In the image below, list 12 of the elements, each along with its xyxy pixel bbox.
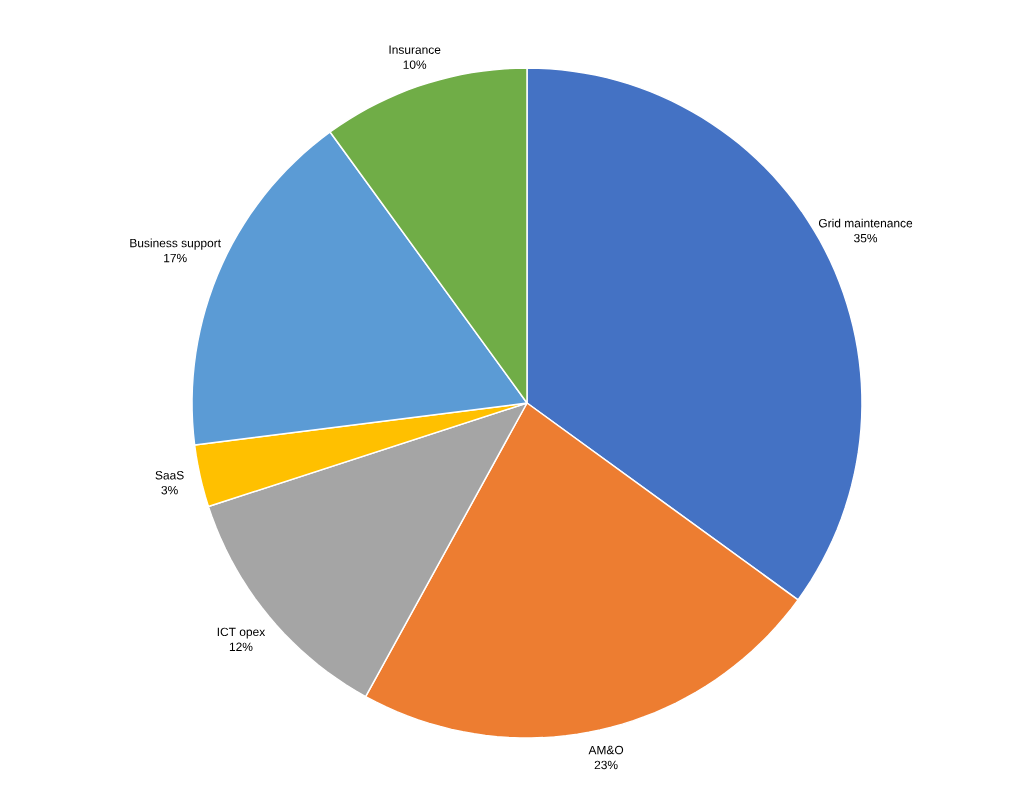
slice-label: Business support [130,238,221,250]
data-label: 23% [594,760,618,770]
data-label: 35% [854,233,878,243]
data-label: 12% [229,642,253,652]
data-label: 10% [403,60,427,69]
data-label: 17% [164,253,187,263]
slice-label: AM&O [588,745,624,755]
slice-label: Grid maintenance [818,218,913,228]
slice-label: SaaS [155,471,184,480]
slice-label: ICT opex [217,627,266,639]
slice-label: Insurance [389,45,441,54]
data-label: 3% [161,485,178,495]
